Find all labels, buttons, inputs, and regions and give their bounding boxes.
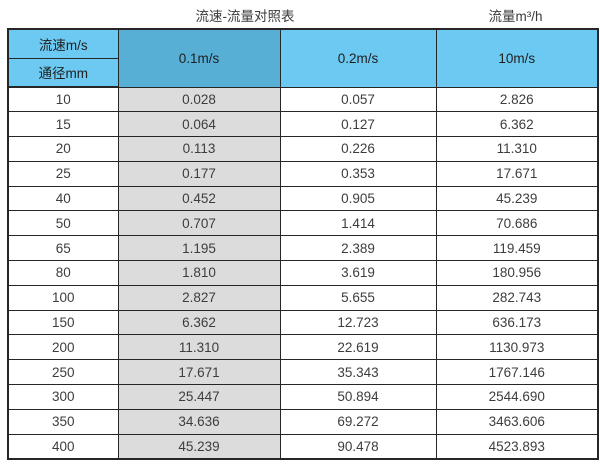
diameter-cell: 150	[7, 309, 119, 336]
flow-value-cell: 34.636	[117, 408, 281, 435]
flow-value-cell: 0.707	[117, 210, 281, 237]
flow-value-cell: 11.310	[117, 334, 281, 361]
velocity-header-0-1: 0.1m/s	[117, 28, 281, 88]
flow-value-cell: 119.459	[435, 235, 599, 262]
diameter-cell: 350	[7, 408, 119, 435]
table-row: 25 0.177 0.353 17.671	[7, 160, 599, 187]
flow-value-cell: 45.239	[117, 433, 281, 460]
flow-value-cell: 2.389	[279, 235, 437, 262]
diameter-cell: 250	[7, 359, 119, 386]
header-row-bottom: 通径mm	[7, 57, 598, 88]
flow-value-cell: 0.226	[279, 136, 437, 162]
diameter-cell: 15	[7, 111, 119, 138]
flow-value-cell: 2.827	[117, 284, 281, 311]
diameter-cell: 25	[7, 160, 119, 187]
flow-value-cell: 636.173	[435, 309, 599, 336]
flow-value-cell: 2.826	[435, 86, 599, 113]
flow-unit-label: 流量m³/h	[488, 9, 543, 24]
corner-header-velocity: 流速m/s	[7, 28, 119, 59]
flow-value-cell: 1.195	[117, 235, 281, 262]
flow-value-cell: 70.686	[435, 210, 599, 237]
diameter-cell: 10	[7, 86, 119, 113]
table-row: 50 0.707 1.414 70.686	[7, 210, 599, 237]
flow-value-cell: 0.028	[117, 86, 281, 113]
table-row: 100 2.827 5.655 282.743	[7, 284, 599, 311]
flow-value-cell: 35.343	[279, 359, 437, 386]
table-row: 150 6.362 12.723 636.173	[7, 309, 599, 336]
flow-value-cell: 0.905	[279, 185, 437, 212]
table-row: 65 1.195 2.389 119.459	[7, 235, 599, 262]
flow-value-cell: 90.478	[279, 433, 437, 460]
table-row: 15 0.064 0.127 6.362	[7, 111, 599, 138]
flow-value-cell: 1.414	[279, 210, 437, 237]
table-row: 10 0.028 0.057 2.826	[7, 86, 599, 113]
table-body: 10 0.028 0.057 2.826 15 0.064 0.127 6.36…	[7, 86, 599, 460]
flow-value-cell: 1.810	[117, 260, 281, 286]
flow-value-cell: 50.894	[279, 384, 437, 410]
corner-header-diameter: 通径mm	[7, 57, 119, 88]
diameter-cell: 80	[7, 260, 119, 286]
table-row: 350 34.636 69.272 3463.606	[7, 408, 599, 435]
velocity-header-0-2: 0.2m/s	[279, 28, 437, 88]
flow-value-cell: 180.956	[435, 260, 599, 286]
flow-value-cell: 282.743	[435, 284, 599, 311]
diameter-cell: 50	[7, 210, 119, 237]
table-row: 300 25.447 50.894 2544.690	[7, 384, 599, 410]
table-row: 20 0.113 0.226 11.310	[7, 136, 599, 162]
table-row: 80 1.810 3.619 180.956	[7, 260, 599, 286]
flow-value-cell: 45.239	[435, 185, 599, 212]
flow-value-cell: 0.353	[279, 160, 437, 187]
flow-value-cell: 2544.690	[435, 384, 599, 410]
flow-value-cell: 5.655	[279, 284, 437, 311]
flow-rate-table: 流速m/s 0.1m/s 0.2m/s 10m/s 通径mm 10 0.028 …	[7, 28, 599, 460]
flow-value-cell: 6.362	[435, 111, 599, 138]
flow-value-cell: 1767.146	[435, 359, 599, 386]
flow-value-cell: 0.452	[117, 185, 281, 212]
flow-value-cell: 6.362	[117, 309, 281, 336]
flow-value-cell: 3.619	[279, 260, 437, 286]
flow-value-cell: 0.177	[117, 160, 281, 187]
flow-value-cell: 0.127	[279, 111, 437, 138]
header-row-top: 流速m/s 0.1m/s 0.2m/s 10m/s	[7, 28, 599, 88]
flow-value-cell: 69.272	[279, 408, 437, 435]
flow-value-cell: 0.064	[117, 111, 281, 138]
flow-value-cell: 3463.606	[435, 408, 599, 435]
flow-value-cell: 1130.973	[435, 334, 599, 361]
flow-value-cell: 17.671	[435, 160, 599, 187]
table-row: 40 0.452 0.905 45.239	[7, 185, 599, 212]
diameter-cell: 20	[7, 136, 119, 162]
diameter-cell: 300	[7, 384, 119, 410]
flow-value-cell: 12.723	[279, 309, 437, 336]
table-title: 流速-流量对照表	[195, 9, 295, 24]
flow-value-cell: 0.113	[117, 136, 281, 162]
flow-value-cell: 17.671	[117, 359, 281, 386]
table-header: 流速m/s 0.1m/s 0.2m/s 10m/s 通径mm	[7, 28, 599, 88]
diameter-cell: 65	[7, 235, 119, 262]
flow-value-cell: 11.310	[435, 136, 599, 162]
flow-value-cell: 0.057	[279, 86, 437, 113]
flow-value-cell: 4523.893	[435, 433, 599, 460]
velocity-header-10: 10m/s	[435, 28, 599, 88]
diameter-cell: 400	[7, 433, 119, 460]
flow-value-cell: 22.619	[279, 334, 437, 361]
flow-value-cell: 25.447	[117, 384, 281, 410]
diameter-cell: 200	[7, 334, 119, 361]
table-row: 400 45.239 90.478 4523.893	[7, 433, 599, 460]
table-row: 250 17.671 35.343 1767.146	[7, 359, 599, 386]
table-row: 200 11.310 22.619 1130.973	[7, 334, 599, 361]
diameter-cell: 40	[7, 185, 119, 212]
diameter-cell: 100	[7, 284, 119, 311]
